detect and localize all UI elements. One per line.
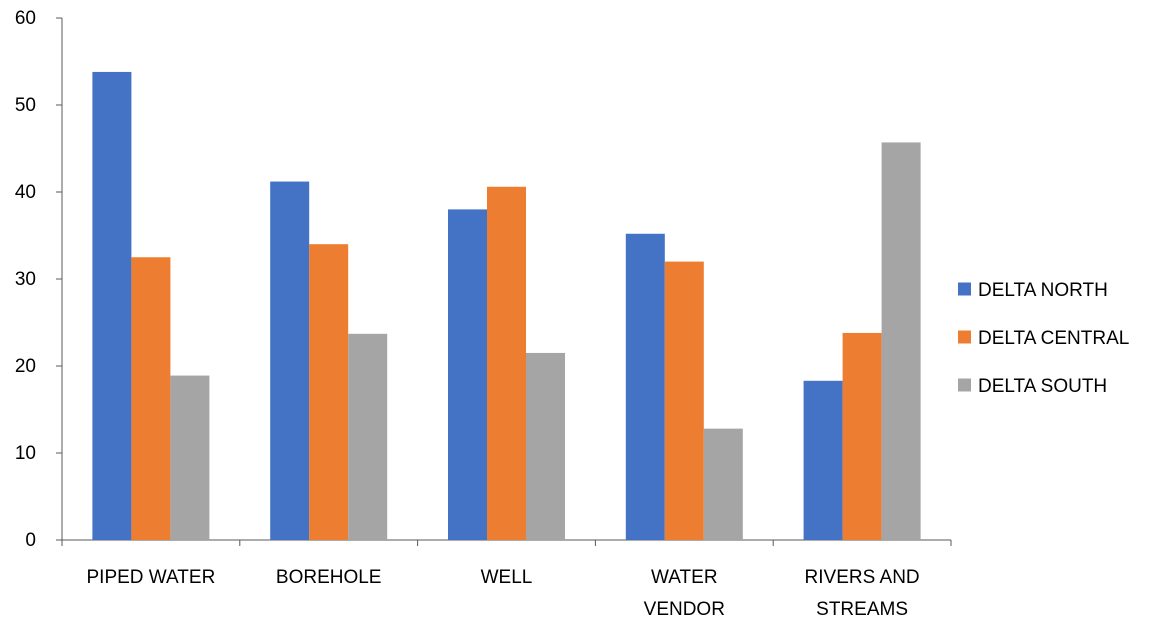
x-axis: PIPED WATER BOREHOLE WELL WATER VENDOR RIVERS… [62, 540, 951, 617]
legend-label: DELTA SOUTH [978, 376, 1107, 397]
bar-delta-north [448, 209, 487, 540]
category-label: WELL [481, 567, 533, 588]
category-label: BOREHOLE [276, 567, 382, 588]
bar-delta-central [131, 257, 170, 540]
legend-swatch [958, 283, 971, 296]
category-label: STREAMS [816, 599, 908, 617]
y-tick-label: 20 [15, 356, 36, 377]
category-label: RIVERS AND [805, 567, 920, 588]
y-tick-label: 50 [15, 95, 36, 116]
bar-delta-south [526, 353, 565, 540]
legend: DELTA NORTH DELTA CENTRAL DELTA SOUTH [958, 280, 1129, 397]
bar-delta-north [92, 72, 131, 540]
legend-swatch [958, 331, 971, 344]
bar-delta-south [348, 334, 387, 540]
bar-delta-central [487, 187, 526, 540]
y-tick-label: 40 [15, 182, 36, 203]
bar-delta-central [309, 244, 348, 540]
bar-delta-central [843, 333, 882, 540]
bar-delta-central [665, 262, 704, 540]
category-label: VENDOR [644, 599, 725, 617]
y-tick-label: 10 [15, 443, 36, 464]
bar-delta-north [270, 182, 309, 540]
y-tick-label: 30 [15, 269, 36, 290]
y-tick-label: 0 [25, 530, 36, 551]
bar-delta-north [804, 381, 843, 540]
legend-label: DELTA CENTRAL [978, 328, 1129, 349]
y-axis: 0 10 20 30 40 50 60 [15, 8, 62, 551]
category-label: PIPED WATER [87, 567, 216, 588]
bar-delta-south [170, 376, 209, 540]
y-tick-label: 60 [15, 8, 36, 29]
legend-label: DELTA NORTH [978, 280, 1108, 301]
bars [92, 72, 920, 540]
legend-swatch [958, 379, 971, 392]
bar-delta-north [626, 234, 665, 540]
bar-delta-south [882, 142, 921, 540]
category-label: WATER [651, 567, 718, 588]
bar-delta-south [704, 429, 743, 540]
